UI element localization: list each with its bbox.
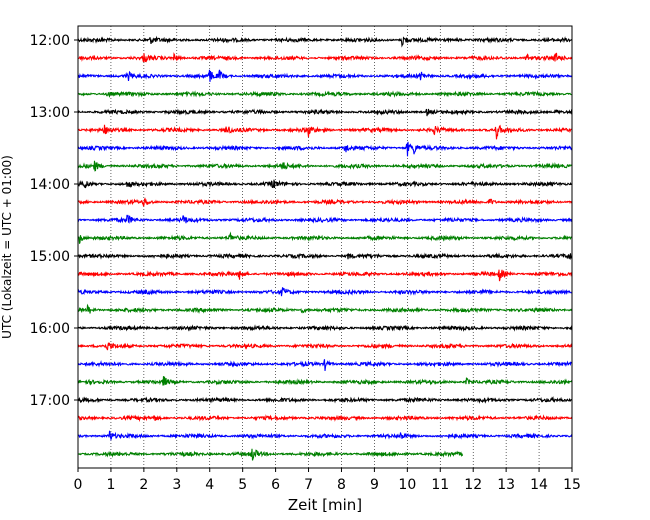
y-axis-label: UTC (Lokalzeit = UTC + 01:00) (0, 155, 14, 339)
seismogram-trace (77, 324, 573, 332)
seismogram-traces (77, 35, 573, 461)
seismogram-trace (77, 52, 573, 63)
x-axis-label: Zeit [min] (288, 496, 362, 514)
seismogram-trace (77, 124, 573, 140)
seismogram-trace (77, 376, 573, 386)
x-tick-label: 12 (464, 477, 482, 493)
x-tick-label: 7 (304, 477, 313, 493)
seismogram-trace (77, 160, 573, 172)
seismogram-trace (77, 430, 573, 441)
x-axis-ticks: 0 1 2 3 4 5 6 7 8 9 10 11 12 13 14 15 (74, 468, 581, 493)
seismogram-trace (77, 303, 573, 314)
plot-frame (77, 25, 573, 469)
seismogram-trace (77, 269, 573, 282)
x-tick-label: 14 (530, 477, 548, 493)
x-tick-label: 15 (563, 477, 581, 493)
y-tick-label: 12:00 (30, 33, 70, 49)
y-tick-label: 16:00 (30, 321, 70, 337)
y-axis-ticks: 12:00 13:00 14:00 15:00 16:00 17:00 (30, 33, 78, 409)
x-tick-label: 3 (172, 477, 181, 493)
seismogram-trace (77, 108, 573, 117)
x-tick-label: 6 (271, 477, 280, 493)
x-tick-label: 13 (497, 477, 515, 493)
seismogram-trace (77, 214, 573, 224)
seismogram-trace (77, 359, 573, 371)
seismogram-trace (77, 396, 573, 404)
x-tick-label: 2 (139, 477, 148, 493)
x-tick-label: 4 (205, 477, 214, 493)
y-tick-label: 14:00 (30, 177, 70, 193)
seismogram-trace (77, 141, 573, 157)
seismogram-trace (77, 286, 573, 297)
x-tick-label: 8 (337, 477, 346, 493)
seismogram-trace (77, 35, 573, 48)
x-tick-label: 5 (238, 477, 247, 493)
seismogram-trace (77, 448, 464, 461)
seismogram-trace (77, 231, 573, 244)
seismogram-trace (77, 197, 573, 207)
y-tick-label: 17:00 (30, 393, 70, 409)
x-tick-label: 1 (106, 477, 115, 493)
x-tick-label: 0 (74, 477, 83, 493)
seismogram-trace (77, 179, 573, 189)
y-tick-label: 13:00 (30, 105, 70, 121)
seismogram-trace (77, 342, 573, 351)
x-tick-label: 10 (398, 477, 416, 493)
x-tick-label: 9 (370, 477, 379, 493)
y-tick-label: 15:00 (30, 249, 70, 265)
x-tick-label: 11 (431, 477, 449, 493)
seismogram-trace (77, 414, 573, 423)
grid-lines (110, 26, 540, 468)
seismogram-trace (77, 90, 573, 98)
seismogram-trace (77, 252, 573, 260)
seismogram-trace (77, 69, 573, 82)
